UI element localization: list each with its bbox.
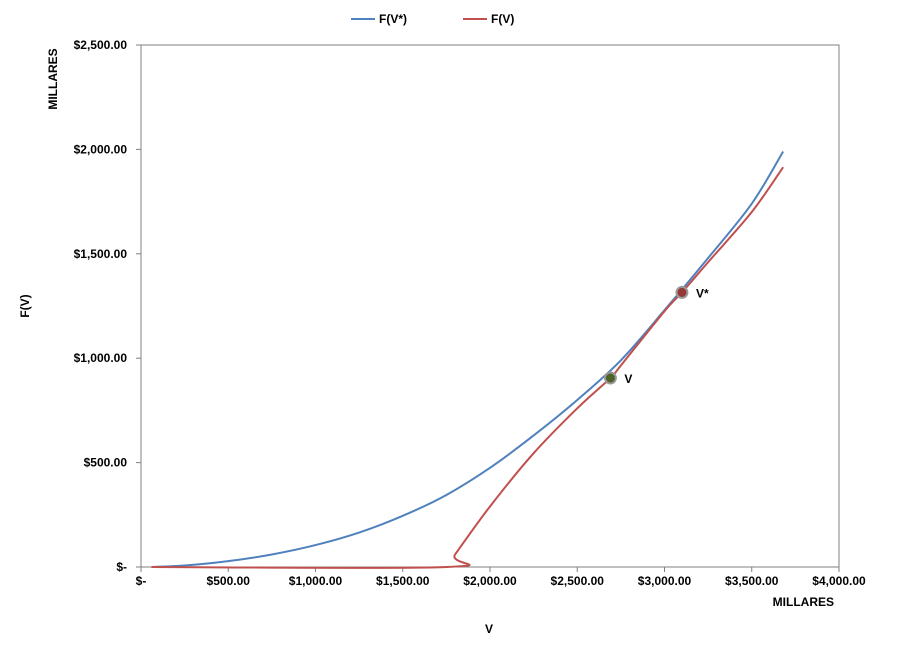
x-tick-label: $1,500.00 [376,574,430,588]
marker-label-2: V* [696,286,709,300]
series-line-1 [151,150,785,568]
y-tick-label: $2,500.00 [74,38,128,52]
points-group: V V* [603,285,709,386]
y-units-label: MILLARES [46,48,60,109]
plot-area [140,44,840,568]
marker-2 [675,285,689,299]
y-tick-label: $500.00 [84,456,128,470]
y-tick-label: $1,000.00 [74,351,128,365]
x-axis-title: V [485,622,493,636]
legend-label-2: F(V) [491,12,514,26]
x-tick-label: $3,000.00 [638,574,692,588]
marker-label-1: V [624,372,632,386]
x-tick-label: $- [136,574,147,588]
legend-label-1: F(V*) [379,12,407,26]
series-line-2 [151,166,784,569]
x-axis: $- $500.00 $1,000.00 $1,500.00 $2,000.00 $2,5… [136,567,866,588]
marker-1 [603,371,617,385]
x-tick-label: $2,500.00 [551,574,605,588]
x-tick-label: $1,000.00 [289,574,343,588]
y-tick-label: $1,500.00 [74,247,128,261]
y-tick-label: $2,000.00 [74,142,128,156]
series-group [151,150,785,569]
y-axis: $- $500.00 $1,000.00 $1,500.00 $2,000.00 $2,5… [74,38,141,574]
y-axis-title: F(V) [18,294,32,317]
x-tick-label: $3,500.00 [725,574,779,588]
x-tick-label: $2,000.00 [463,574,517,588]
y-tick-label: $- [116,560,127,574]
legend: F(V*) F(V) [351,12,514,26]
x-tick-label: $500.00 [207,574,251,588]
x-units-label: MILLARES [773,595,834,609]
x-tick-label: $4,000.00 [812,574,866,588]
